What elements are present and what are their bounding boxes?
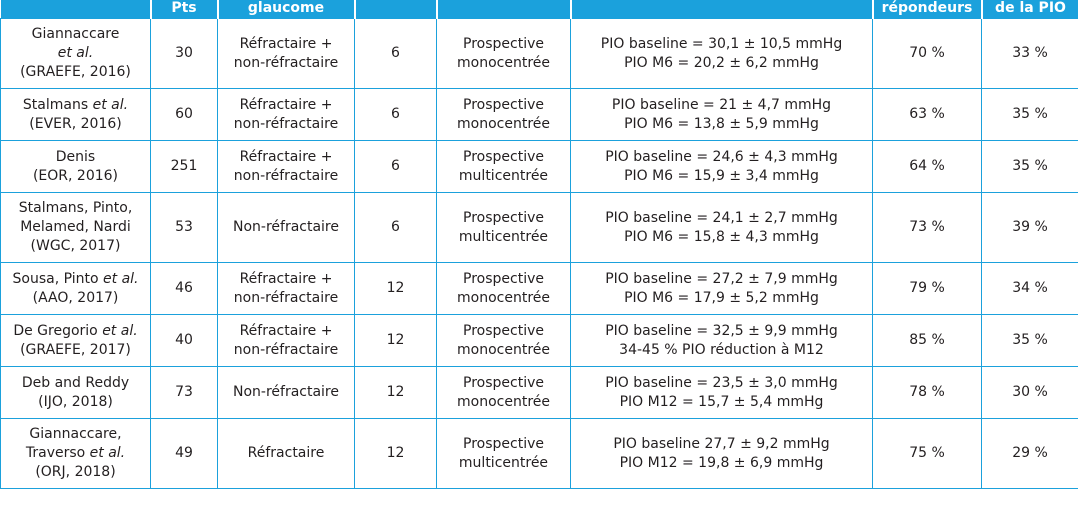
cell-design: Prospective monocentrée (436, 314, 571, 367)
cell-iop-reduction: 33 % (981, 18, 1078, 89)
cell-glaucoma-type: Réfractaire + non-réfractaire (217, 262, 355, 315)
cell-glaucoma-type: Non-réfractaire (217, 366, 355, 419)
cell-study: Giannaccare, Traverso et al. (ORJ, 2018) (0, 418, 151, 489)
cell-responders: 70 % (872, 18, 982, 89)
cell-iop: PIO baseline = 30,1 ± 10,5 mmHg PIO M6 =… (570, 18, 873, 89)
cell-study: Stalmans et al. (EVER, 2016) (0, 88, 151, 141)
cell-patients: 73 (150, 366, 218, 419)
cell-iop: PIO baseline = 23,5 ± 3,0 mmHg PIO M12 =… (570, 366, 873, 419)
cell-design: Prospective multicentrée (436, 192, 571, 263)
table-row: Stalmans, Pinto, Melamed, Nardi (WGC, 20… (0, 192, 1078, 263)
cell-study: Deb and Reddy (IJO, 2018) (0, 366, 151, 419)
header-design (435, 0, 571, 19)
cell-iop: PIO baseline = 21 ± 4,7 mmHg PIO M6 = 13… (570, 88, 873, 141)
cell-glaucoma-type: Réfractaire (217, 418, 355, 489)
cell-patients: 60 (150, 88, 218, 141)
header-study (0, 0, 151, 19)
cell-responders: 79 % (872, 262, 982, 315)
cell-patients: 251 (150, 140, 218, 193)
table-row: Giannaccare, Traverso et al. (ORJ, 2018)… (0, 418, 1078, 489)
cell-follow-up: 12 (354, 418, 437, 489)
cell-iop: PIO baseline = 24,6 ± 4,3 mmHg PIO M6 = … (570, 140, 873, 193)
cell-design: Prospective monocentrée (436, 262, 571, 315)
table-row: Denis (EOR, 2016) 251 Réfractaire + non-ré… (0, 140, 1078, 193)
cell-iop: PIO baseline = 32,5 ± 9,9 mmHg 34-45 % P… (570, 314, 873, 367)
cell-iop-reduction: 35 % (981, 314, 1078, 367)
cell-study: Sousa, Pinto et al. (AAO, 2017) (0, 262, 151, 315)
cell-iop-reduction: 35 % (981, 88, 1078, 141)
table-row: Deb and Reddy (IJO, 2018) 73 Non-réfractai… (0, 366, 1078, 419)
cell-glaucoma-type: Non-réfractaire (217, 192, 355, 263)
cell-design: Prospective monocentrée (436, 88, 571, 141)
cell-iop: PIO baseline 27,7 ± 9,2 mmHg PIO M12 = 1… (570, 418, 873, 489)
cell-iop: PIO baseline = 24,1 ± 2,7 mmHg PIO M6 = … (570, 192, 873, 263)
cell-design: Prospective multicentrée (436, 140, 571, 193)
cell-responders: 63 % (872, 88, 982, 141)
table-row: Stalmans et al. (EVER, 2016) 60 Réfractair… (0, 88, 1078, 141)
table-row: Sousa, Pinto et al. (AAO, 2017) 46 Réfract… (0, 262, 1078, 315)
table-body: Giannaccare et al. (GRAEFE, 2016) 30 Réfra… (0, 18, 1078, 489)
cell-patients: 46 (150, 262, 218, 315)
cell-responders: 64 % (872, 140, 982, 193)
cell-patients: 30 (150, 18, 218, 89)
cell-iop-reduction: 35 % (981, 140, 1078, 193)
cell-study: Denis (EOR, 2016) (0, 140, 151, 193)
cell-responders: 78 % (872, 366, 982, 419)
cell-glaucoma-type: Réfractaire + non-réfractaire (217, 314, 355, 367)
cell-study: Stalmans, Pinto, Melamed, Nardi (WGC, 20… (0, 192, 151, 263)
study-table: Pts glaucome répondeurs de la PIO Gianna… (0, 0, 1078, 489)
cell-patients: 49 (150, 418, 218, 489)
cell-iop-reduction: 30 % (981, 366, 1078, 419)
cell-patients: 53 (150, 192, 218, 263)
cell-responders: 75 % (872, 418, 982, 489)
cell-iop-reduction: 29 % (981, 418, 1078, 489)
cell-iop: PIO baseline = 27,2 ± 7,9 mmHg PIO M6 = … (570, 262, 873, 315)
cell-glaucoma-type: Réfractaire + non-réfractaire (217, 88, 355, 141)
header-responders: répondeurs (871, 0, 982, 19)
header-glaucoma-type: glaucome (216, 0, 355, 19)
cell-follow-up: 6 (354, 18, 437, 89)
cell-follow-up: 12 (354, 366, 437, 419)
cell-follow-up: 12 (354, 262, 437, 315)
cell-design: Prospective monocentrée (436, 18, 571, 89)
cell-glaucoma-type: Réfractaire + non-réfractaire (217, 140, 355, 193)
cell-design: Prospective monocentrée (436, 366, 571, 419)
cell-study: Giannaccare et al. (GRAEFE, 2016) (0, 18, 151, 89)
cell-glaucoma-type: Réfractaire + non-réfractaire (217, 18, 355, 89)
header-patients: Pts (149, 0, 218, 19)
header-iop-reduction: de la PIO (980, 0, 1078, 19)
header-iop (569, 0, 873, 19)
table-row: De Gregorio et al. (GRAEFE, 2017) 40 Réfra… (0, 314, 1078, 367)
cell-iop-reduction: 34 % (981, 262, 1078, 315)
cell-follow-up: 6 (354, 88, 437, 141)
table-row: Giannaccare et al. (GRAEFE, 2016) 30 Réfra… (0, 18, 1078, 89)
cell-follow-up: 6 (354, 140, 437, 193)
cell-responders: 73 % (872, 192, 982, 263)
cell-patients: 40 (150, 314, 218, 367)
header-follow-up (353, 0, 437, 19)
cell-study: De Gregorio et al. (GRAEFE, 2017) (0, 314, 151, 367)
cell-responders: 85 % (872, 314, 982, 367)
cell-iop-reduction: 39 % (981, 192, 1078, 263)
cell-design: Prospective multicentrée (436, 418, 571, 489)
cell-follow-up: 6 (354, 192, 437, 263)
table-header-row: Pts glaucome répondeurs de la PIO (0, 0, 1078, 19)
cell-follow-up: 12 (354, 314, 437, 367)
